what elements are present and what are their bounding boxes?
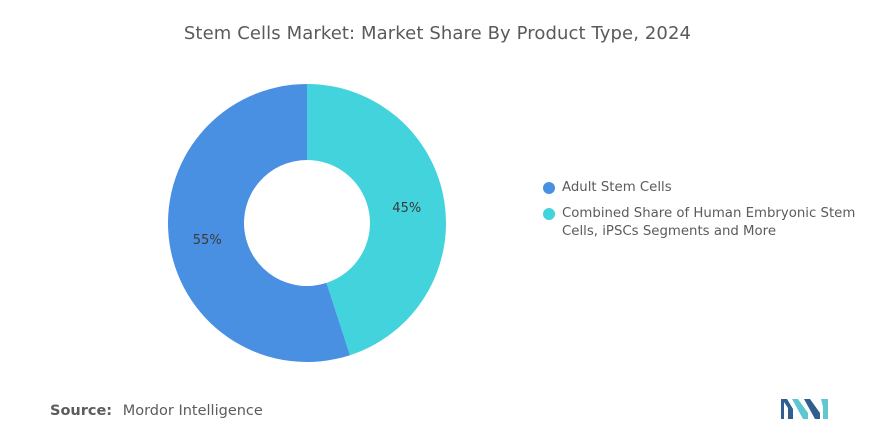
legend-label: Combined Share of Human Embryonic Stem C…: [562, 205, 855, 241]
logo-shape-2: [792, 399, 808, 419]
legend-item-combined-share[interactable]: Combined Share of Human Embryonic Stem C…: [543, 205, 873, 241]
logo-shape-1: [781, 399, 793, 419]
legend-label: Adult Stem Cells: [562, 179, 672, 197]
donut-slice-combined-share[interactable]: [307, 84, 447, 356]
donut-data-label-adult-stem-cells: 55%: [193, 233, 222, 248]
logo-shape-3: [804, 399, 820, 419]
source-note: Source: Mordor Intelligence: [50, 403, 263, 419]
logo-shape-4: [821, 399, 828, 419]
legend-label-line-1: Combined Share of Human Embryonic Stem: [562, 206, 856, 221]
mordor-intelligence-logo-icon: [781, 399, 828, 419]
source-value: Mordor Intelligence: [122, 403, 263, 419]
donut-slice-adult-stem-cells[interactable]: [168, 83, 350, 362]
legend-swatch-adult-stem-cells: [543, 182, 555, 194]
legend-item-adult-stem-cells[interactable]: Adult Stem Cells: [543, 179, 873, 197]
legend-label-line-2: Cells, iPSCs Segments and More: [562, 224, 777, 239]
legend-swatch-combined-share: [543, 208, 555, 220]
donut-chart: 45% 55%: [168, 83, 447, 362]
chart-title: Stem Cells Market: Market Share By Produ…: [183, 23, 692, 44]
legend: Adult Stem Cells Combined Share of Human…: [543, 179, 873, 249]
donut-data-label-combined-share: 45%: [392, 201, 421, 216]
legend-label-line-1: Adult Stem Cells: [562, 180, 672, 195]
source-label: Source:: [50, 403, 113, 419]
